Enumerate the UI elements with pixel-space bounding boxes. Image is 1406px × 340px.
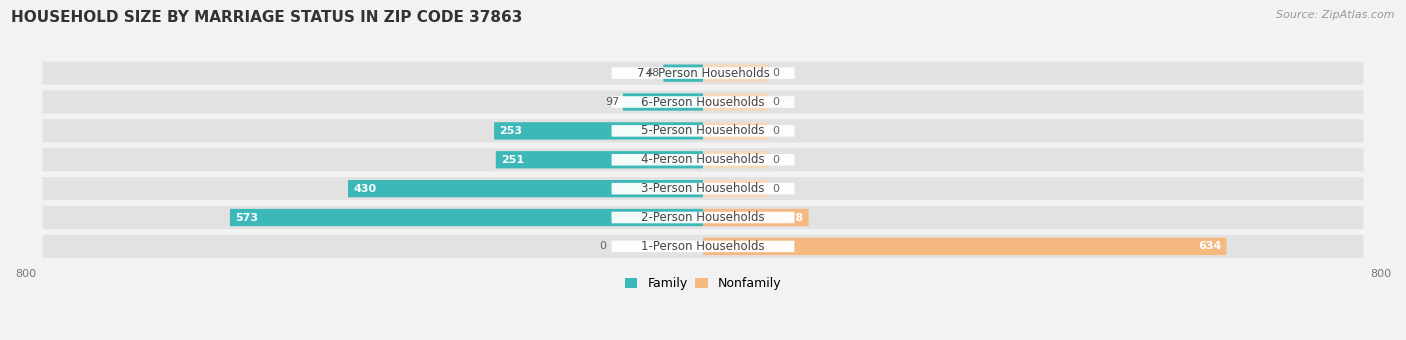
FancyBboxPatch shape (703, 151, 769, 168)
FancyBboxPatch shape (612, 125, 794, 137)
Text: 573: 573 (235, 212, 257, 222)
FancyBboxPatch shape (703, 65, 769, 82)
FancyBboxPatch shape (612, 183, 794, 194)
FancyBboxPatch shape (612, 96, 794, 108)
Text: 0: 0 (772, 68, 779, 78)
FancyBboxPatch shape (42, 90, 1364, 114)
FancyBboxPatch shape (42, 148, 1364, 171)
FancyBboxPatch shape (496, 151, 703, 168)
FancyBboxPatch shape (703, 238, 1226, 255)
Text: 0: 0 (599, 241, 606, 251)
FancyBboxPatch shape (703, 94, 769, 111)
FancyBboxPatch shape (703, 180, 769, 197)
FancyBboxPatch shape (664, 65, 703, 82)
Text: 253: 253 (499, 126, 522, 136)
Text: 5-Person Households: 5-Person Households (641, 124, 765, 137)
FancyBboxPatch shape (42, 62, 1364, 85)
Text: 1-Person Households: 1-Person Households (641, 240, 765, 253)
Text: 48: 48 (645, 68, 659, 78)
Text: HOUSEHOLD SIZE BY MARRIAGE STATUS IN ZIP CODE 37863: HOUSEHOLD SIZE BY MARRIAGE STATUS IN ZIP… (11, 10, 523, 25)
Text: 0: 0 (772, 97, 779, 107)
Text: 3-Person Households: 3-Person Households (641, 182, 765, 195)
FancyBboxPatch shape (703, 209, 808, 226)
Text: 430: 430 (353, 184, 377, 194)
FancyBboxPatch shape (623, 94, 703, 111)
Text: Source: ZipAtlas.com: Source: ZipAtlas.com (1277, 10, 1395, 20)
Legend: Family, Nonfamily: Family, Nonfamily (620, 272, 786, 295)
Text: 7+ Person Households: 7+ Person Households (637, 67, 769, 80)
FancyBboxPatch shape (42, 119, 1364, 142)
Text: 251: 251 (501, 155, 524, 165)
FancyBboxPatch shape (703, 122, 769, 139)
Text: 128: 128 (780, 212, 804, 222)
FancyBboxPatch shape (612, 212, 794, 223)
FancyBboxPatch shape (612, 241, 794, 252)
Text: 634: 634 (1198, 241, 1222, 251)
FancyBboxPatch shape (231, 209, 703, 226)
Text: 0: 0 (772, 155, 779, 165)
Text: 0: 0 (772, 184, 779, 194)
Text: 97: 97 (605, 97, 620, 107)
FancyBboxPatch shape (494, 122, 703, 139)
Text: 6-Person Households: 6-Person Households (641, 96, 765, 108)
Text: 0: 0 (772, 126, 779, 136)
Text: 2-Person Households: 2-Person Households (641, 211, 765, 224)
FancyBboxPatch shape (612, 154, 794, 166)
FancyBboxPatch shape (347, 180, 703, 197)
FancyBboxPatch shape (42, 235, 1364, 258)
FancyBboxPatch shape (42, 177, 1364, 200)
FancyBboxPatch shape (612, 67, 794, 79)
FancyBboxPatch shape (42, 206, 1364, 229)
Text: 4-Person Households: 4-Person Households (641, 153, 765, 166)
